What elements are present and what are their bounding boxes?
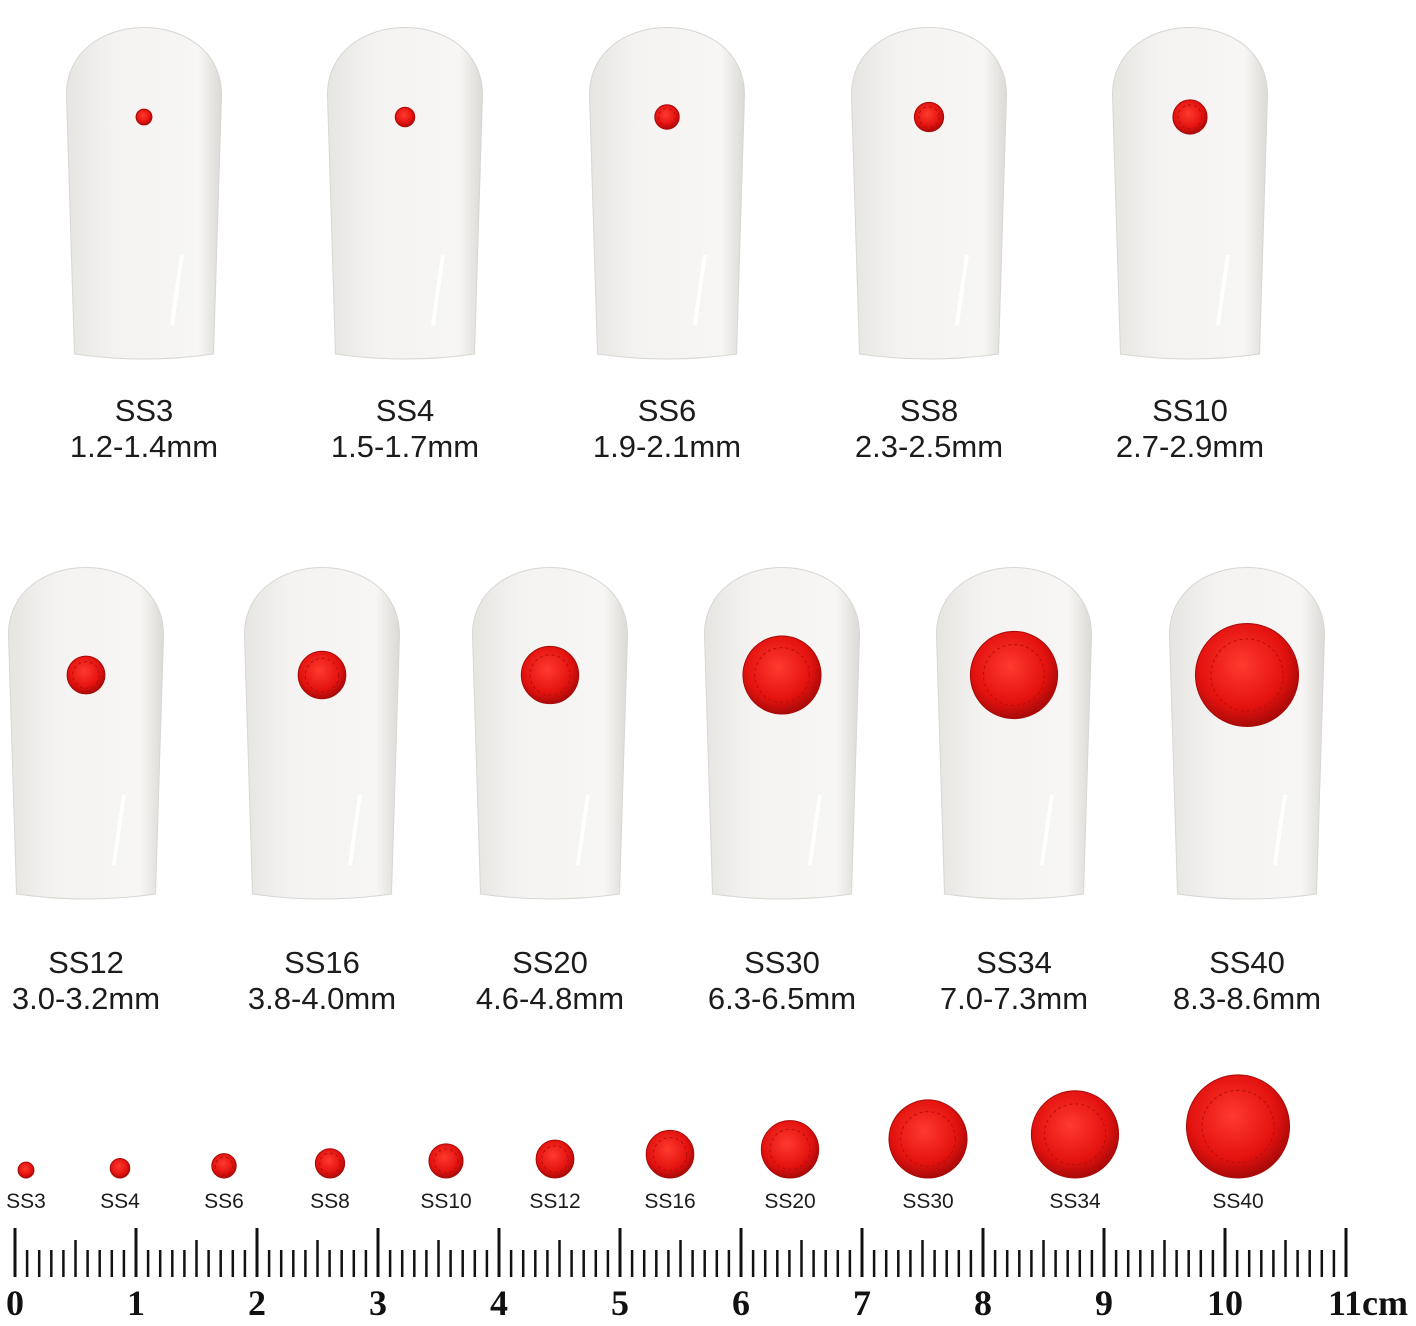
size-label: SS30 (744, 945, 820, 980)
nail-ss10 (1111, 27, 1269, 360)
rhinestone-ss4 (394, 106, 416, 128)
ruler-label: 11cm (1328, 1283, 1408, 1323)
ruler-label: 4 (490, 1283, 508, 1323)
nail-ss8 (850, 27, 1008, 360)
nail-highlight (431, 254, 445, 326)
size-range: 8.3-8.6mm (1172, 981, 1322, 1016)
nail-highlight (1040, 794, 1054, 866)
size-range: 1.5-1.7mm (330, 429, 480, 464)
comparison-gem-ss8-facet (319, 1152, 341, 1175)
size-label: SS8 (899, 393, 959, 428)
nail-highlight (1273, 794, 1287, 866)
comparison-gem-ss12-facet (541, 1145, 569, 1173)
size-label: SS20 (512, 945, 588, 980)
ruler-label: 6 (732, 1283, 750, 1323)
nail-ss4 (326, 27, 484, 360)
ruler-label: 7 (853, 1283, 871, 1323)
size-range: 6.3-6.5mm (707, 981, 857, 1016)
nail-ss40 (1168, 567, 1326, 900)
comparison-label: SS8 (310, 1190, 350, 1213)
nail-highlight (808, 794, 822, 866)
rhinestone-ss34 (969, 630, 1059, 720)
size-range: 3.8-4.0mm (247, 981, 397, 1016)
size-label: SS16 (284, 945, 360, 980)
size-label: SS4 (375, 393, 435, 428)
comparison-gem-ss34 (1030, 1090, 1120, 1179)
comparison-label: SS30 (902, 1190, 954, 1213)
size-range: 1.2-1.4mm (69, 429, 219, 464)
comparison-gem-ss6-facet (214, 1156, 234, 1175)
nail-highlight (112, 794, 126, 866)
comparison-gem-ss10-facet (433, 1148, 459, 1174)
nail-ss20 (471, 567, 629, 900)
ruler-label: 3 (369, 1283, 387, 1323)
ruler-label: 9 (1095, 1283, 1113, 1323)
size-label: SS34 (976, 945, 1052, 980)
nail-highlight (348, 794, 362, 866)
ruler-label: 1 (127, 1283, 145, 1323)
comparison-gem-ss3 (17, 1161, 35, 1179)
comparison-gem-ss10 (428, 1143, 464, 1179)
ruler-label: 0 (6, 1283, 24, 1323)
ruler-label: 8 (974, 1283, 992, 1323)
size-label: SS6 (637, 393, 697, 428)
nail-ss16 (243, 567, 401, 900)
comparison-label: SS40 (1212, 1190, 1264, 1213)
rhinestone-ss16-facet (304, 657, 340, 693)
rhinestone-ss3 (135, 108, 153, 126)
size-range: 2.7-2.9mm (1115, 429, 1265, 464)
comparison-gem-ss16-facet (652, 1137, 688, 1172)
ruler-label: 10 (1207, 1283, 1243, 1323)
comparison-gem-ss40-facet (1201, 1089, 1275, 1164)
comparison-label: SS10 (420, 1190, 472, 1213)
nail-ss12 (7, 567, 165, 900)
size-range: 1.9-2.1mm (592, 429, 742, 464)
rhinestone-ss8-facet (918, 106, 940, 128)
comparison-label: SS6 (204, 1190, 244, 1213)
comparison-label: SS4 (100, 1190, 140, 1213)
comparison-label: SS12 (529, 1190, 581, 1213)
rhinestone-ss6-facet (657, 107, 677, 127)
comparison-label: SS20 (764, 1190, 816, 1213)
comparison-label: SS16 (644, 1190, 696, 1213)
rhinestone-ss10-facet (1177, 104, 1203, 130)
comparison-gem-ss4 (109, 1157, 131, 1179)
rhinestone-ss10 (1172, 99, 1208, 135)
comparison-label: SS3 (6, 1190, 46, 1213)
nail-ss6 (588, 27, 746, 360)
size-label: SS3 (114, 393, 174, 428)
ruler-label: 2 (248, 1283, 266, 1323)
nail-highlight (955, 254, 969, 326)
nail-highlight (170, 254, 184, 326)
ruler-label: 5 (611, 1283, 629, 1323)
rhinestone-ss12-facet (72, 661, 100, 689)
nail-ss30 (703, 567, 861, 900)
size-label: SS40 (1209, 945, 1285, 980)
nail-highlight (693, 254, 707, 326)
rhinestone-ss34-facet (982, 643, 1046, 707)
nail-highlight (576, 794, 590, 866)
nail-highlight (1216, 254, 1230, 326)
rhinestone-ss30-facet (754, 647, 810, 703)
size-range: 7.0-7.3mm (939, 981, 1089, 1016)
size-label: SS10 (1152, 393, 1228, 428)
comparison-gem-ss30-facet (900, 1111, 956, 1167)
rhinestone-ss40-facet (1210, 638, 1284, 712)
rhinestone-ss20-facet (529, 654, 571, 696)
comparison-gem-ss20-facet (769, 1128, 811, 1170)
size-range: 3.0-3.2mm (11, 981, 161, 1016)
nail-ss3 (65, 27, 223, 360)
comparison-gem-ss34-facet (1043, 1103, 1107, 1166)
nail-ss34 (935, 567, 1093, 900)
comparison-label: SS34 (1049, 1190, 1101, 1213)
size-range: 2.3-2.5mm (854, 429, 1004, 464)
size-label: SS12 (48, 945, 124, 980)
size-range: 4.6-4.8mm (475, 981, 625, 1016)
